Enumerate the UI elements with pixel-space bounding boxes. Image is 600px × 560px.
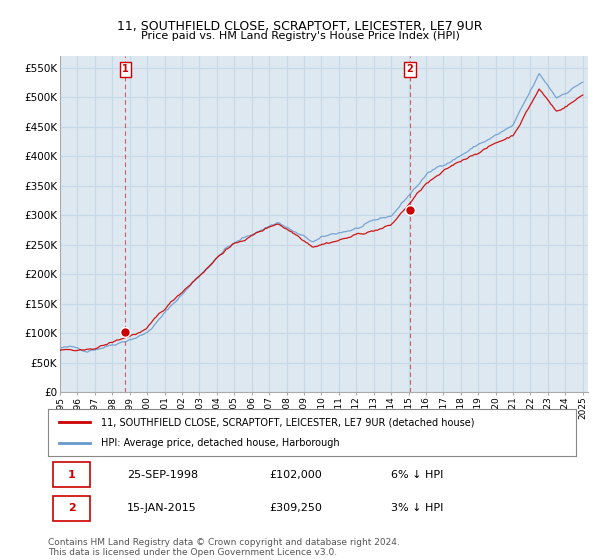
Text: 2: 2 xyxy=(68,503,76,513)
FancyBboxPatch shape xyxy=(53,496,90,521)
Text: 3% ↓ HPI: 3% ↓ HPI xyxy=(391,503,443,513)
Text: 11, SOUTHFIELD CLOSE, SCRAPTOFT, LEICESTER, LE7 9UR (detached house): 11, SOUTHFIELD CLOSE, SCRAPTOFT, LEICEST… xyxy=(101,417,475,427)
Text: HPI: Average price, detached house, Harborough: HPI: Average price, detached house, Harb… xyxy=(101,438,340,448)
Text: 15-JAN-2015: 15-JAN-2015 xyxy=(127,503,197,513)
Text: 6% ↓ HPI: 6% ↓ HPI xyxy=(391,470,443,479)
Text: 1: 1 xyxy=(122,64,129,74)
Text: £309,250: £309,250 xyxy=(270,503,323,513)
Text: 2: 2 xyxy=(407,64,413,74)
FancyBboxPatch shape xyxy=(53,463,90,487)
Text: 11, SOUTHFIELD CLOSE, SCRAPTOFT, LEICESTER, LE7 9UR: 11, SOUTHFIELD CLOSE, SCRAPTOFT, LEICEST… xyxy=(117,20,483,32)
Text: 25-SEP-1998: 25-SEP-1998 xyxy=(127,470,199,479)
Text: £102,000: £102,000 xyxy=(270,470,323,479)
Text: Contains HM Land Registry data © Crown copyright and database right 2024.
This d: Contains HM Land Registry data © Crown c… xyxy=(48,538,400,557)
Text: 1: 1 xyxy=(68,470,76,479)
Text: Price paid vs. HM Land Registry's House Price Index (HPI): Price paid vs. HM Land Registry's House … xyxy=(140,31,460,41)
